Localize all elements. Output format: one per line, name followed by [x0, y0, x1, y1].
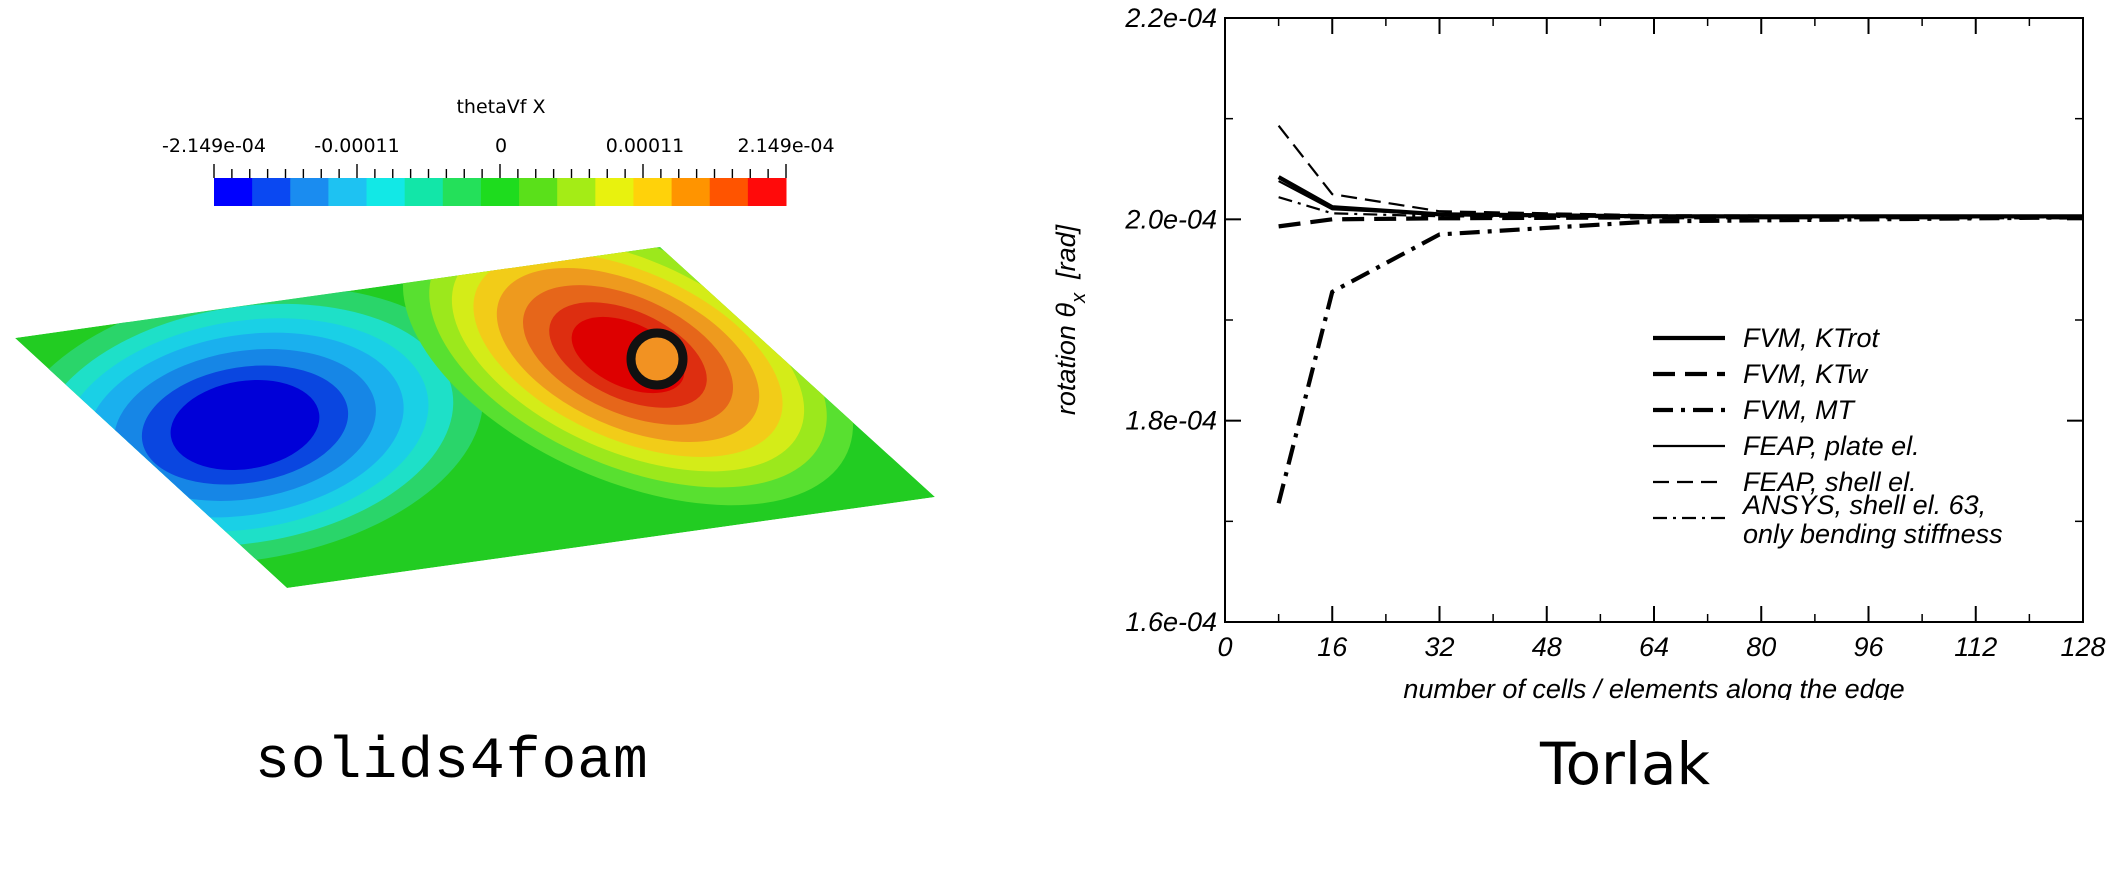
y-tick-label: 1.8e-04	[1125, 406, 1217, 436]
series-line-3	[1276, 215, 2084, 504]
colorbar-swatch	[290, 178, 329, 206]
colorbar-bar	[214, 178, 787, 206]
y-axis-label-unit: [rad]	[1051, 223, 1081, 280]
colorbar-swatch	[747, 178, 787, 206]
convergence-chart: 0 16 32 48 64 80 96 112 128 1.6e-04 1.8e-04 2.0e-04…	[1051, 3, 2106, 700]
legend-label: FVM, KTw	[1743, 359, 1868, 389]
x-axis-label: number of cells / elements along the edg…	[1403, 674, 1904, 700]
y-tick-label: 2.2e-04	[1124, 3, 1217, 33]
colorbar-swatch	[214, 178, 253, 206]
legend-label: FEAP, plate el.	[1743, 431, 1920, 461]
colorbar-tick-label: 0	[495, 135, 507, 157]
colorbar-swatch	[595, 178, 634, 206]
contour-figure: thetaVf X -2.149e-04 -0.00011 0 0.00011 …	[15, 96, 935, 588]
x-tick-label: 48	[1532, 632, 1562, 662]
colorbar-swatch	[404, 178, 444, 206]
colorbar-swatch	[633, 178, 673, 206]
colorbar-swatch	[557, 178, 596, 206]
probe-marker	[626, 328, 688, 390]
y-tick-label: 2.0e-04	[1124, 204, 1217, 234]
legend-label: FVM, MT	[1743, 395, 1856, 425]
y-tick-label: 1.6e-04	[1125, 607, 1217, 637]
x-tick-label: 32	[1424, 632, 1454, 662]
contour-panel: thetaVf X -2.149e-04 -0.00011 0 0.00011 …	[0, 0, 1020, 871]
colorbar-swatch	[671, 178, 711, 206]
colorbar-swatch	[709, 178, 749, 206]
colorbar-tick-label: -2.149e-04	[162, 135, 266, 157]
y-axis-label-main: rotation θ	[1051, 303, 1081, 416]
series-line-5	[1277, 125, 2084, 218]
legend-label: FEAP, shell el.	[1743, 467, 1917, 497]
right-caption: Torlak	[1540, 730, 1711, 798]
colorbar-swatch	[366, 178, 406, 206]
series-line-2	[1278, 215, 2083, 229]
x-tick-label: 96	[1853, 632, 1884, 662]
legend-label: FVM, KTrot	[1743, 323, 1881, 353]
series-line-6	[1278, 196, 2083, 219]
x-tick-label: 112	[1954, 632, 1997, 662]
x-tick-label: 80	[1746, 632, 1776, 662]
x-tick-label: 16	[1317, 632, 1348, 662]
legend-label: ANSYS, shell el. 63, only bending stiffne…	[1741, 490, 2003, 549]
x-tick-label: 128	[2060, 632, 2105, 662]
colorbar-tick-label: -0.00011	[314, 135, 399, 157]
y-axis-label-sub: x	[1068, 292, 1090, 304]
colorbar-swatch	[442, 178, 482, 206]
colorbar-tick-label: 2.149e-04	[737, 135, 834, 157]
x-tick-label: 64	[1639, 632, 1669, 662]
left-caption: solids4foam	[255, 730, 649, 795]
colorbar-swatch	[480, 178, 520, 206]
contour-plate	[15, 247, 935, 588]
x-tick-label: 0	[1217, 632, 1232, 662]
series-line-1	[1277, 175, 2083, 219]
y-axis-label: rotation θx [rad]	[1051, 223, 1090, 415]
colorbar-title: thetaVf X	[456, 96, 545, 118]
colorbar-swatch	[519, 178, 558, 206]
colorbar-tick-labels: -2.149e-04 -0.00011 0 0.00011 2.149e-04	[162, 135, 835, 157]
colorbar-swatch	[252, 178, 291, 206]
colorbar-tick-label: 0.00011	[606, 135, 685, 157]
colorbar-ticks	[213, 164, 787, 178]
colorbar-swatch	[328, 178, 368, 206]
